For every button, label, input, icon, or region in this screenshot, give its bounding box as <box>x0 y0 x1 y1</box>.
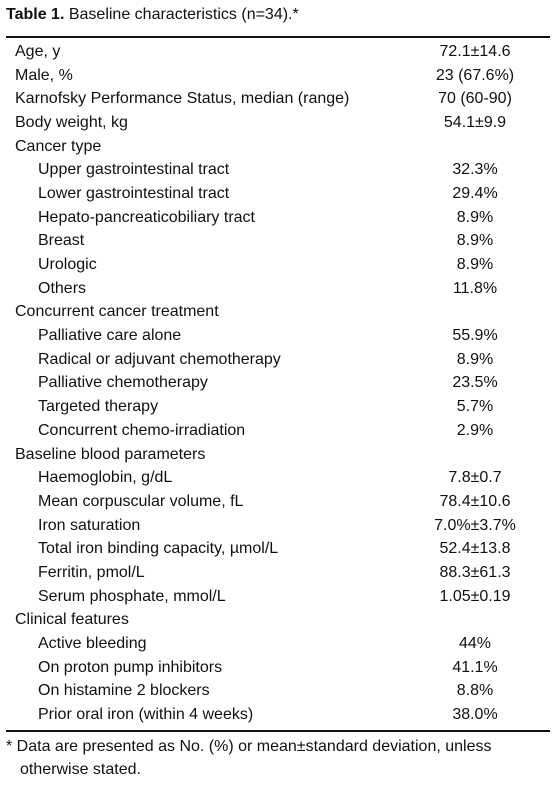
row-value: 54.1±9.9 <box>443 113 507 131</box>
row-label: Prior oral iron (within 4 weeks) <box>38 706 254 724</box>
row-value: 8.8% <box>456 682 494 700</box>
table-label: Table 1. <box>6 6 65 23</box>
row-label: Clinical features <box>15 611 129 629</box>
footnote: * Data are presented as No. (%) or mean±… <box>6 738 492 778</box>
sub-row: Concurrent chemo-irradiation 2.9% <box>6 419 550 443</box>
sub-row: Serum phosphate, mmol/L 1.05±0.19 <box>6 585 550 609</box>
row-label: Palliative chemotherapy <box>38 374 208 392</box>
row-value: 78.4±10.6 <box>439 492 511 510</box>
sub-row: Total iron binding capacity, µmol/L 52.4±… <box>6 537 550 561</box>
row-label: Cancer type <box>15 137 102 155</box>
table-row: Karnofsky Performance Status, median (ra… <box>6 87 550 111</box>
row-label: Serum phosphate, mmol/L <box>38 587 226 605</box>
row-value: 8.9% <box>456 208 494 226</box>
table-row: Body weight, kg 54.1±9.9 <box>6 111 550 135</box>
sub-row: Iron saturation 7.0%±3.7% <box>6 514 550 538</box>
row-value: 8.9% <box>456 232 494 250</box>
row-label: Iron saturation <box>38 516 141 534</box>
sub-row: On histamine 2 blockers 8.8% <box>6 680 550 704</box>
row-label: Targeted therapy <box>38 398 159 416</box>
row-label: Lower gastrointestinal tract <box>38 184 230 202</box>
table-title: Table 1. Baseline characteristics (n=34)… <box>6 6 299 24</box>
row-label: Age, y <box>15 42 61 60</box>
sub-row: Palliative care alone 55.9% <box>6 324 550 348</box>
row-value: 41.1% <box>452 658 498 676</box>
row-label: Others <box>38 279 87 297</box>
row-label: Body weight, kg <box>15 113 128 131</box>
row-value: 5.7% <box>456 398 494 416</box>
row-value: 11.8% <box>452 279 498 297</box>
sub-row: Upper gastrointestinal tract 32.3% <box>6 158 550 182</box>
table-row: Male, % 23 (67.6%) <box>6 64 550 88</box>
sub-row: Radical or adjuvant chemotherapy 8.9% <box>6 348 550 372</box>
row-label: Active bleeding <box>38 635 147 653</box>
row-label: On proton pump inhibitors <box>38 658 223 676</box>
sub-row: Haemoglobin, g/dL 7.8±0.7 <box>6 466 550 490</box>
sub-row: Prior oral iron (within 4 weeks) 38.0% <box>6 703 550 727</box>
row-value: 8.9% <box>456 350 494 368</box>
row-value: 72.1±14.6 <box>439 42 511 60</box>
row-value: 1.05±0.19 <box>439 587 511 605</box>
sub-row: Palliative chemotherapy 23.5% <box>6 372 550 396</box>
table-caption: Baseline characteristics (n=34).* <box>68 6 299 23</box>
table-row: Age, y 72.1±14.6 <box>6 40 550 64</box>
row-label: Karnofsky Performance Status, median (ra… <box>15 90 350 108</box>
row-value: 38.0% <box>452 706 498 724</box>
row-label: Breast <box>38 232 85 250</box>
sub-row: Urologic 8.9% <box>6 253 550 277</box>
row-value: 32.3% <box>452 161 498 179</box>
row-label: Male, % <box>15 66 73 84</box>
row-label: Urologic <box>38 256 97 274</box>
row-label: Radical or adjuvant chemotherapy <box>38 350 281 368</box>
row-value: 7.8±0.7 <box>448 469 502 487</box>
row-value: 7.0%±3.7% <box>434 516 516 534</box>
row-label: On histamine 2 blockers <box>38 682 210 700</box>
row-label: Baseline blood parameters <box>15 445 206 463</box>
row-label: Mean corpuscular volume, fL <box>38 492 244 510</box>
row-value: 70 (60-90) <box>438 90 512 108</box>
row-value: 8.9% <box>456 256 494 274</box>
row-label: Concurrent chemo-irradiation <box>38 421 246 439</box>
table-row: Baseline blood parameters <box>6 443 550 467</box>
sub-row: Targeted therapy 5.7% <box>6 395 550 419</box>
sub-row: Hepato-pancreaticobiliary tract 8.9% <box>6 206 550 230</box>
row-label: Ferritin, pmol/L <box>38 563 145 581</box>
row-label: Palliative care alone <box>38 327 182 345</box>
row-label: Hepato-pancreaticobiliary tract <box>38 208 255 226</box>
row-value: 23 (67.6%) <box>435 66 515 84</box>
row-label: Concurrent cancer treatment <box>15 303 219 321</box>
row-label: Upper gastrointestinal tract <box>38 161 230 179</box>
table-row: Cancer type <box>6 135 550 159</box>
sub-row: Breast 8.9% <box>6 230 550 254</box>
sub-row: On proton pump inhibitors 41.1% <box>6 656 550 680</box>
sub-row: Others 11.8% <box>6 277 550 301</box>
sub-row: Lower gastrointestinal tract 29.4% <box>6 182 550 206</box>
row-label: Total iron binding capacity, µmol/L <box>38 540 279 558</box>
table-row: Concurrent cancer treatment <box>6 301 550 325</box>
table-row: Clinical features <box>6 609 550 633</box>
row-value: 29.4% <box>452 184 498 202</box>
row-value: 2.9% <box>456 421 494 439</box>
row-value: 55.9% <box>452 327 498 345</box>
sub-row: Active bleeding 44% <box>6 632 550 656</box>
row-value: 52.4±13.8 <box>439 540 511 558</box>
sub-row: Ferritin, pmol/L 88.3±61.3 <box>6 561 550 585</box>
row-label: Haemoglobin, g/dL <box>38 469 173 487</box>
row-value: 23.5% <box>452 374 498 392</box>
table: Age, y 72.1±14.6 Male, % 23 (67.6%) Karnofsk… <box>6 36 550 732</box>
row-value: 44% <box>458 635 492 653</box>
sub-row: Mean corpuscular volume, fL 78.4±10.6 <box>6 490 550 514</box>
row-value: 88.3±61.3 <box>439 563 511 581</box>
